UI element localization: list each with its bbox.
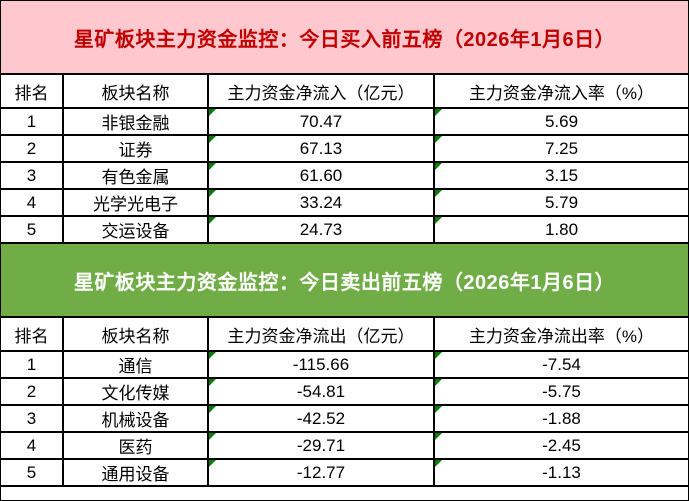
rate-cell: 3.15 — [433, 161, 688, 190]
value-cell: -42.52 — [207, 404, 435, 433]
sector-cell: 通信 — [62, 350, 209, 379]
cell-corner-triangle-icon — [210, 164, 216, 170]
sector-cell: 有色金属 — [62, 161, 209, 190]
rate-cell: 5.79 — [433, 188, 688, 217]
cell-corner-triangle-icon — [436, 137, 442, 143]
cell-corner-triangle-icon — [436, 164, 442, 170]
column-header-rate-cell: 主力资金净流出率（%） — [433, 318, 688, 352]
value-cell: 61.60 — [207, 161, 435, 190]
rank-cell: 5 — [1, 458, 64, 487]
sector-cell: 证券 — [62, 134, 209, 163]
rank-cell: 3 — [1, 404, 64, 433]
cell-corner-triangle-icon — [210, 137, 216, 143]
rate-cell: -2.45 — [433, 431, 688, 460]
cell-corner-triangle-icon — [436, 407, 442, 413]
table-row: 1 非银金融 70.47 5.69 — [1, 107, 688, 136]
sector-cell: 非银金融 — [62, 107, 209, 136]
value-cell: 67.13 — [207, 134, 435, 163]
value-cell: -115.66 — [207, 350, 435, 379]
table-row: 2 文化传媒 -54.81 -5.75 — [1, 377, 688, 406]
rate-cell: 7.25 — [433, 134, 688, 163]
column-header-rank-cell: 排名 — [1, 318, 64, 352]
buy-table-body: 1 非银金融 70.47 5.69 2 证券 67.13 7.25 3 有色金属 61.60 3.15… — [1, 107, 688, 244]
column-header-value-cell: 主力资金净流出（亿元） — [207, 318, 435, 352]
table-row: 1 通信 -115.66 -7.54 — [1, 350, 688, 379]
rank-cell: 1 — [1, 350, 64, 379]
cell-corner-triangle-icon — [436, 353, 442, 359]
cell-corner-triangle-icon — [210, 380, 216, 386]
column-header-sector-cell: 板块名称 — [62, 318, 209, 352]
sell-table: 排名 板块名称 主力资金净流出（亿元） 主力资金净流出率（%） 1 通信 -115.66-… — [1, 318, 688, 487]
cell-corner-triangle-icon — [436, 380, 442, 386]
rank-cell: 2 — [1, 377, 64, 406]
sell-table-header-row: 排名 板块名称 主力资金净流出（亿元） 主力资金净流出率（%） — [1, 318, 688, 352]
sell-table-body: 1 通信 -115.66 -7.54 2 文化传媒 -54.81 -5.75 3 机械设备 -42.… — [1, 350, 688, 487]
table-row: 3 有色金属 61.60 3.15 — [1, 161, 688, 190]
buy-title-banner: 星矿板块主力资金监控：今日买入前五榜（2026年1月6日） — [1, 1, 688, 75]
column-header-rate-cell: 主力资金净流入率（%） — [433, 75, 688, 109]
cell-corner-triangle-icon — [210, 434, 216, 440]
rank-cell: 5 — [1, 215, 64, 244]
table-row: 5 交运设备 24.73 1.80 — [1, 215, 688, 244]
rank-cell: 1 — [1, 107, 64, 136]
sell-title-banner: 星矿板块主力资金监控：今日卖出前五榜（2026年1月6日） — [1, 244, 688, 318]
rate-cell: 5.69 — [433, 107, 688, 136]
cell-corner-triangle-icon — [210, 191, 216, 197]
rate-cell: -1.13 — [433, 458, 688, 487]
rate-cell: 1.80 — [433, 215, 688, 244]
table-row: 2 证券 67.13 7.25 — [1, 134, 688, 163]
value-cell: 24.73 — [207, 215, 435, 244]
table-row: 3 机械设备 -42.52 -1.88 — [1, 404, 688, 433]
cell-corner-triangle-icon — [436, 191, 442, 197]
sector-cell: 文化传媒 — [62, 377, 209, 406]
table-row: 4 光学光电子 33.24 5.79 — [1, 188, 688, 217]
value-cell: -54.81 — [207, 377, 435, 406]
value-cell: -29.71 — [207, 431, 435, 460]
sector-cell: 机械设备 — [62, 404, 209, 433]
rank-cell: 3 — [1, 161, 64, 190]
cell-corner-triangle-icon — [210, 461, 216, 467]
buy-table-header-row: 排名 板块名称 主力资金净流入（亿元） 主力资金净流入率（%） — [1, 75, 688, 109]
sector-cell: 医药 — [62, 431, 209, 460]
column-header-value-cell: 主力资金净流入（亿元） — [207, 75, 435, 109]
rank-cell: 2 — [1, 134, 64, 163]
rate-cell: -7.54 — [433, 350, 688, 379]
rank-cell: 4 — [1, 431, 64, 460]
value-cell: 33.24 — [207, 188, 435, 217]
cell-corner-triangle-icon — [436, 110, 442, 116]
sector-cell: 交运设备 — [62, 215, 209, 244]
buy-table: 排名 板块名称 主力资金净流入（亿元） 主力资金净流入率（%） 1 非银金融 70.47 5… — [1, 75, 688, 244]
table-row: 4 医药 -29.71 -2.45 — [1, 431, 688, 460]
column-header-rank-cell: 排名 — [1, 75, 64, 109]
rate-cell: -5.75 — [433, 377, 688, 406]
value-cell: -12.77 — [207, 458, 435, 487]
column-header-sector-cell: 板块名称 — [62, 75, 209, 109]
sector-cell: 光学光电子 — [62, 188, 209, 217]
rank-cell: 4 — [1, 188, 64, 217]
cell-corner-triangle-icon — [436, 461, 442, 467]
rate-cell: -1.88 — [433, 404, 688, 433]
cell-corner-triangle-icon — [210, 353, 216, 359]
cell-corner-triangle-icon — [436, 434, 442, 440]
sector-cell: 通用设备 — [62, 458, 209, 487]
cell-corner-triangle-icon — [436, 218, 442, 224]
value-cell: 70.47 — [207, 107, 435, 136]
cell-corner-triangle-icon — [210, 407, 216, 413]
cell-corner-triangle-icon — [210, 218, 216, 224]
table-row: 5 通用设备 -12.77 -1.13 — [1, 458, 688, 487]
cell-corner-triangle-icon — [210, 110, 216, 116]
